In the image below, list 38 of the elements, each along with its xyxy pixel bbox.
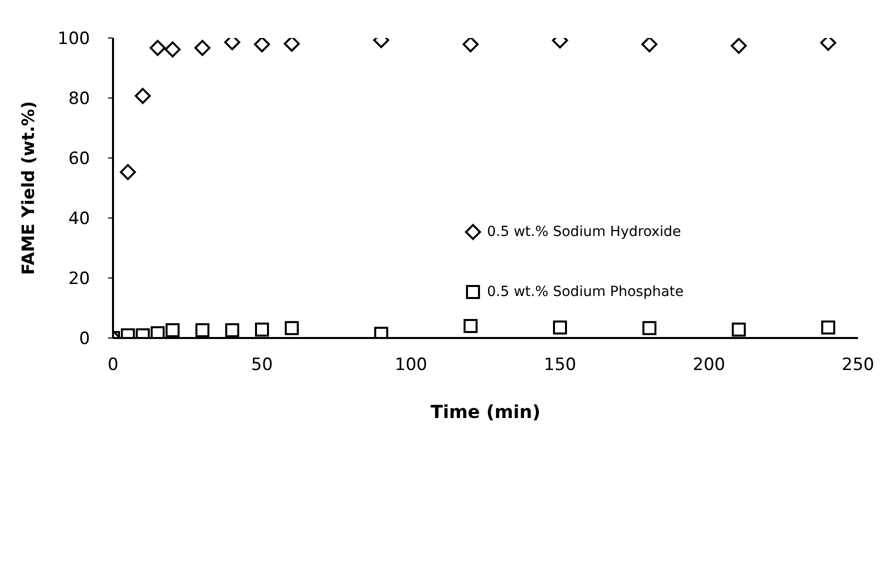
point <box>134 88 151 104</box>
point <box>732 322 746 337</box>
point <box>150 40 166 56</box>
x-tick-label: 0 <box>108 355 118 376</box>
point <box>642 321 656 336</box>
point <box>150 326 165 338</box>
y-tick-label: 20 <box>68 269 90 290</box>
point <box>225 323 240 338</box>
x-axis-title: Time (min) <box>430 402 540 423</box>
point <box>821 320 836 334</box>
y-tick-label: 100 <box>58 29 90 50</box>
point <box>730 38 747 54</box>
point <box>255 322 269 337</box>
point <box>374 326 388 338</box>
point <box>254 38 270 52</box>
x-tick-label: 50 <box>251 355 273 376</box>
point <box>164 41 181 58</box>
x-tick-label: 250 <box>842 355 874 376</box>
point <box>195 323 210 338</box>
point <box>284 321 299 336</box>
y-axis-title: FAME Yield (wt.%) <box>19 101 40 275</box>
point <box>166 323 180 338</box>
y-tick-label: 60 <box>68 149 90 170</box>
legend-label: 0.5 wt.% Sodium Hydroxide <box>487 224 682 240</box>
point <box>641 38 658 52</box>
point <box>120 164 136 180</box>
point <box>194 40 210 56</box>
y-tick-label: 0 <box>79 329 90 350</box>
point <box>284 38 300 52</box>
point <box>464 319 478 333</box>
point <box>462 38 479 52</box>
legend-label: 0.5 wt.% Sodium Phosphate <box>487 284 684 300</box>
x-tick-label: 100 <box>394 355 428 376</box>
point <box>553 320 567 334</box>
x-tick-label: 200 <box>692 355 726 376</box>
x-tick-label: 150 <box>544 355 576 376</box>
y-tick-label: 80 <box>68 89 90 110</box>
y-tick-label: 40 <box>68 209 90 230</box>
